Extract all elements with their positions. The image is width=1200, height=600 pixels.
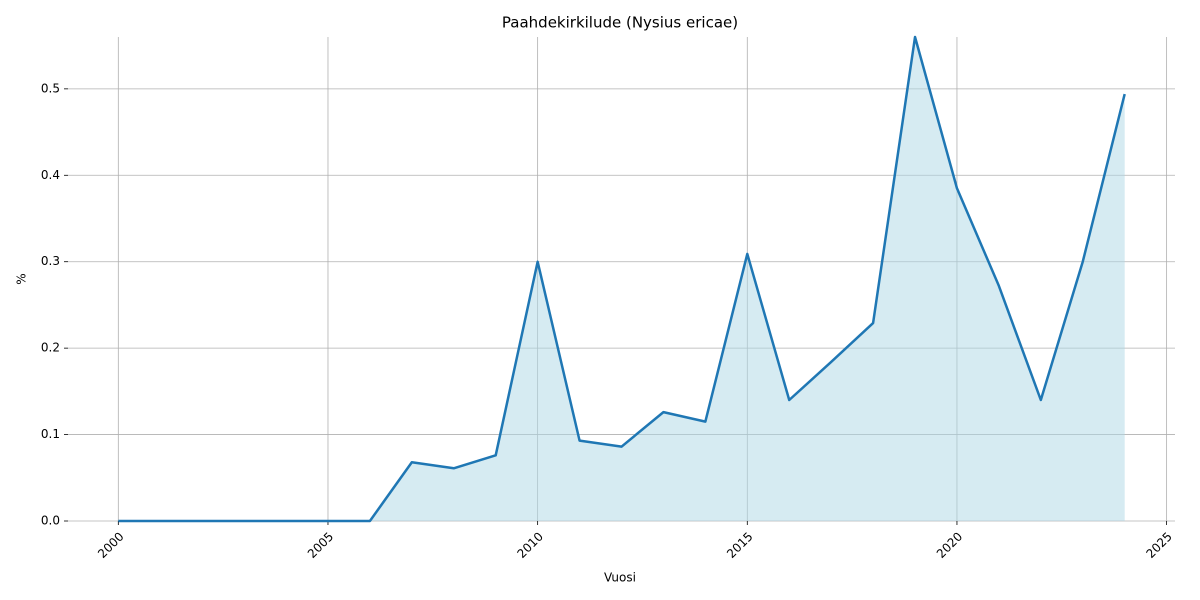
x-tick-label: 2020 <box>934 529 965 560</box>
x-tick-label: 2025 <box>1143 529 1174 560</box>
x-tick-label: 2010 <box>514 529 545 560</box>
chart-title: Paahdekirkilude (Nysius ericae) <box>502 14 738 32</box>
y-axis-label: % <box>15 273 29 284</box>
x-tick-label: 2005 <box>305 529 336 560</box>
x-axis-label: Vuosi <box>604 571 636 585</box>
y-tick-label: 0.1 <box>41 427 60 441</box>
line <box>118 35 1126 523</box>
x-tick-label: 2015 <box>724 529 755 560</box>
y-tick-label: 0.0 <box>41 514 60 528</box>
y-tick-label: 0.3 <box>41 254 60 268</box>
area <box>118 37 1125 521</box>
y-tick-label: 0.2 <box>41 341 60 355</box>
y-tick-label: 0.4 <box>41 168 60 182</box>
y-tick-label: 0.5 <box>41 81 60 95</box>
x-tick-label: 2000 <box>95 529 126 560</box>
